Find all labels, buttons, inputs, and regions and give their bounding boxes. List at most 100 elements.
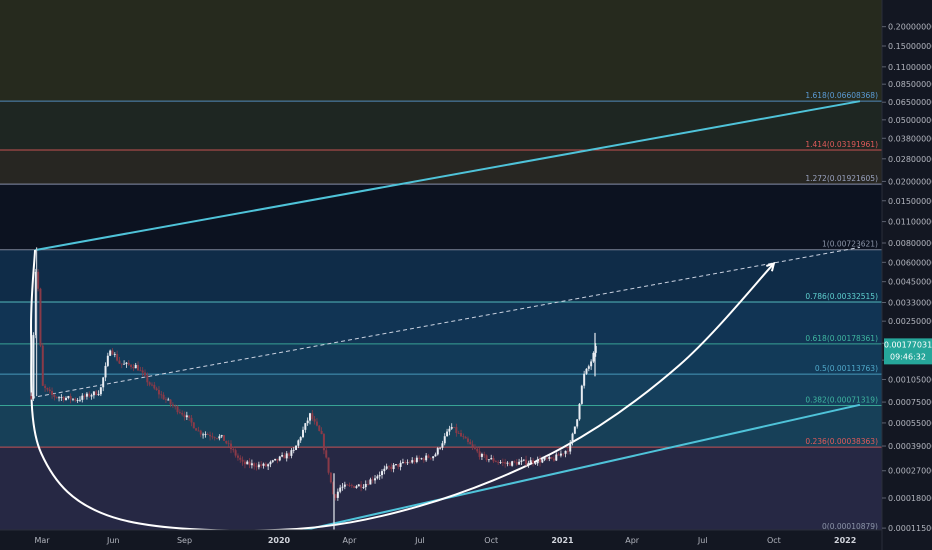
time-tick-label: Jul	[697, 536, 708, 545]
candle-body	[127, 362, 130, 365]
candle-body	[494, 461, 497, 463]
candle-body	[460, 432, 463, 437]
candle-body	[306, 420, 309, 424]
candle-body	[34, 271, 37, 336]
fib-zone-3	[0, 184, 882, 250]
candle-body	[232, 449, 235, 451]
candle-body	[190, 417, 193, 423]
candle-body	[176, 406, 179, 413]
candle-body	[157, 390, 160, 395]
candle-body	[374, 478, 377, 481]
candle-body	[171, 404, 174, 406]
candle-body	[262, 463, 265, 466]
candle-body	[164, 399, 167, 401]
price-tick-label: 0.08500000	[888, 80, 932, 89]
price-tick-label: 0.00055000	[888, 419, 932, 428]
candle-body	[548, 457, 551, 459]
candle-body	[594, 346, 597, 353]
price-tick-label: 0.15000000	[888, 42, 932, 51]
candle-body	[313, 419, 316, 422]
candle-body	[209, 434, 212, 437]
candle-body	[441, 443, 444, 448]
price-tick-label: 0.00018000	[888, 494, 932, 503]
candle-body	[504, 462, 507, 464]
candle-body	[522, 459, 525, 461]
candle-body	[422, 458, 425, 461]
price-tick-label: 0.02000000	[888, 177, 932, 186]
channel-lower-line[interactable]	[286, 403, 861, 534]
candle-body	[302, 429, 305, 438]
projection-dashed-line[interactable]	[31, 246, 860, 399]
candle-body	[381, 471, 384, 476]
candle-body	[185, 415, 188, 418]
candle-body	[141, 370, 144, 373]
time-axis[interactable]: Mar Jun Sep 2020 Apr Jul Oct 2021 Apr Jul Oct 2022	[34, 536, 856, 545]
candle-body	[318, 425, 321, 431]
candle-body	[58, 397, 61, 399]
candle-body	[290, 450, 293, 456]
candle-body	[99, 387, 102, 395]
candle-body	[106, 355, 109, 366]
candle-body	[492, 458, 495, 462]
candle-body	[271, 460, 274, 462]
candle-body	[102, 377, 105, 388]
candle-body	[288, 453, 291, 456]
candle-body	[69, 396, 72, 400]
candle-body	[404, 461, 407, 463]
channel-upper-line[interactable]	[34, 100, 861, 252]
candle-body	[336, 491, 339, 498]
candle-body	[65, 397, 68, 401]
candle-body	[304, 423, 307, 430]
candle-body	[508, 462, 511, 466]
candle-body	[197, 430, 200, 432]
candle-body	[183, 414, 186, 418]
candle-body	[144, 372, 147, 376]
candle-body	[39, 288, 42, 346]
candle-body	[55, 396, 58, 398]
candle-body	[550, 457, 553, 459]
candle-body	[97, 394, 100, 396]
candle-body	[425, 455, 428, 461]
fib-label-0.382: 0.382(0.00071319)	[805, 395, 878, 404]
price-tick-label: 0.00011500	[888, 524, 932, 533]
candle-body	[67, 396, 70, 398]
candle-body	[420, 458, 423, 460]
candle-body	[329, 472, 332, 483]
candle-body	[295, 445, 298, 450]
candle-body	[592, 352, 595, 362]
candle-body	[292, 449, 295, 451]
candle-body	[153, 384, 156, 389]
candle-body	[260, 464, 263, 466]
candle-body	[587, 366, 590, 369]
price-tick-label: 0.01500000	[888, 197, 932, 206]
time-tick-label: Jul	[414, 536, 425, 545]
price-tick-label: 0.00450000	[888, 278, 932, 287]
candle-body	[255, 466, 258, 468]
last-price-tag-bg	[884, 338, 932, 365]
candle-body	[123, 363, 126, 365]
candle-body	[90, 395, 93, 397]
candle-body	[146, 375, 149, 383]
candle-body	[455, 427, 458, 433]
fib-label-1.414: 1.414(0.03191961)	[805, 140, 878, 149]
time-tick-label: Apr	[343, 536, 358, 545]
candle-body	[227, 443, 230, 445]
price-tick-label: 0.00027000	[888, 467, 932, 476]
candle-body	[564, 450, 567, 454]
candle-body	[120, 363, 123, 365]
candle-body	[202, 434, 205, 436]
candle-body	[269, 461, 272, 465]
candle-body	[81, 395, 84, 400]
candle-body	[85, 393, 88, 397]
candle-body	[285, 453, 288, 459]
time-tick-label: Jun	[106, 536, 120, 545]
candle-body	[466, 438, 469, 442]
candle-body	[559, 453, 562, 456]
candle-body	[130, 364, 133, 367]
candle-body	[520, 460, 523, 462]
fib-zone-7	[0, 374, 882, 406]
candle-body	[334, 494, 337, 498]
candle-body	[362, 487, 365, 488]
